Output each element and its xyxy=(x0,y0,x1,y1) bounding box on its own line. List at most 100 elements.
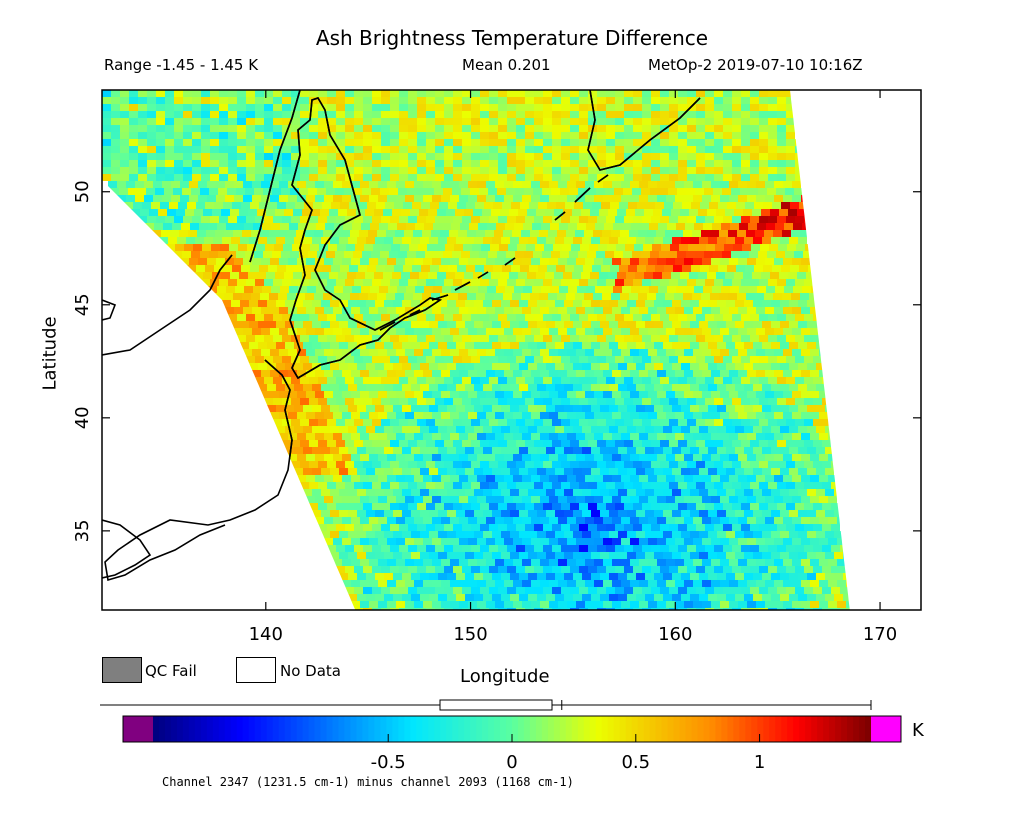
heatmap-cell xyxy=(360,433,369,440)
heatmap-cell xyxy=(759,419,768,426)
heatmap-cell xyxy=(573,552,582,559)
heatmap-cell xyxy=(447,405,456,412)
heatmap-cell xyxy=(336,146,345,153)
heatmap-cell xyxy=(717,573,726,580)
heatmap-cell xyxy=(510,573,519,580)
heatmap-cell xyxy=(723,377,732,384)
heatmap-cell xyxy=(300,167,309,174)
heatmap-cell xyxy=(686,251,695,258)
heatmap-cell xyxy=(459,517,468,524)
heatmap-cell xyxy=(501,510,510,517)
heatmap-cell xyxy=(355,244,364,251)
heatmap-cell xyxy=(789,363,798,370)
heatmap-cell xyxy=(390,398,399,405)
heatmap-cell xyxy=(426,398,435,405)
heatmap-cell xyxy=(315,349,324,356)
heatmap-cell xyxy=(306,349,315,356)
heatmap-cell xyxy=(192,139,201,146)
heatmap-cell xyxy=(768,104,777,111)
heatmap-cell xyxy=(360,559,369,566)
heatmap-cell xyxy=(633,132,642,139)
heatmap-cell xyxy=(750,111,759,118)
heatmap-cell xyxy=(218,188,227,195)
heatmap-cell xyxy=(753,321,762,328)
heatmap-cell xyxy=(552,118,561,125)
heatmap-cell xyxy=(156,146,165,153)
heatmap-cell xyxy=(426,90,435,97)
heatmap-cell xyxy=(243,181,252,188)
heatmap-cell xyxy=(336,111,345,118)
heatmap-cell xyxy=(381,335,390,342)
heatmap-cell xyxy=(525,461,534,468)
heatmap-cell xyxy=(579,524,588,531)
heatmap-cell xyxy=(741,356,750,363)
heatmap-cell xyxy=(381,90,390,97)
heatmap-cell xyxy=(777,104,786,111)
heatmap-cell xyxy=(606,174,615,181)
heatmap-cell xyxy=(606,503,615,510)
heatmap-cell xyxy=(602,293,611,300)
heatmap-cell xyxy=(534,125,543,132)
heatmap-cell xyxy=(411,384,420,391)
heatmap-cell xyxy=(417,314,426,321)
heatmap-cell xyxy=(672,468,681,475)
heatmap-cell xyxy=(777,608,786,610)
heatmap-cell xyxy=(651,216,660,223)
heatmap-cell xyxy=(174,132,183,139)
heatmap-cell xyxy=(579,111,588,118)
heatmap-cell xyxy=(603,454,612,461)
heatmap-cell xyxy=(425,188,434,195)
heatmap-cell xyxy=(453,587,462,594)
heatmap-cell xyxy=(417,419,426,426)
heatmap-cell xyxy=(180,181,189,188)
heatmap-cell xyxy=(467,230,476,237)
heatmap-cell xyxy=(610,265,619,272)
heatmap-cell xyxy=(432,580,441,587)
heatmap-cell xyxy=(495,391,504,398)
heatmap-cell xyxy=(737,230,746,237)
heatmap-cell xyxy=(480,587,489,594)
heatmap-cell xyxy=(639,195,648,202)
heatmap-cell xyxy=(840,566,849,573)
heatmap-cell xyxy=(747,328,756,335)
heatmap-cell xyxy=(363,524,372,531)
heatmap-cell xyxy=(687,132,696,139)
heatmap-cell xyxy=(800,293,809,300)
heatmap-cell xyxy=(612,181,621,188)
heatmap-cell xyxy=(615,335,624,342)
heatmap-cell xyxy=(570,279,579,286)
heatmap-cell xyxy=(480,398,489,405)
heatmap-cell xyxy=(693,433,702,440)
heatmap-cell xyxy=(639,496,648,503)
heatmap-cell xyxy=(594,538,603,545)
heatmap-cell xyxy=(201,174,210,181)
heatmap-cell xyxy=(774,195,783,202)
heatmap-cell xyxy=(744,447,753,454)
heatmap-cell xyxy=(393,531,402,538)
heatmap-cell xyxy=(675,307,684,314)
heatmap-cell xyxy=(336,279,345,286)
heatmap-cell xyxy=(570,104,579,111)
heatmap-cell xyxy=(756,496,765,503)
heatmap-cell xyxy=(312,321,321,328)
heatmap-cell xyxy=(399,608,408,610)
heatmap-cell xyxy=(222,300,231,307)
heatmap-cell xyxy=(591,405,600,412)
heatmap-cell xyxy=(233,230,242,237)
heatmap-cell xyxy=(402,384,411,391)
heatmap-cell xyxy=(273,279,282,286)
heatmap-cell xyxy=(683,230,692,237)
heatmap-cell xyxy=(642,118,651,125)
heatmap-cell xyxy=(151,202,160,209)
heatmap-cell xyxy=(405,580,414,587)
heatmap-cell xyxy=(498,167,507,174)
heatmap-cell xyxy=(801,328,810,335)
heatmap-cell xyxy=(465,405,474,412)
heatmap-cell xyxy=(777,545,786,552)
heatmap-cell xyxy=(339,321,348,328)
heatmap-cell xyxy=(552,461,561,468)
heatmap-cell xyxy=(498,524,507,531)
heatmap-cell xyxy=(399,419,408,426)
heatmap-cell xyxy=(470,188,479,195)
heatmap-cell xyxy=(642,440,651,447)
